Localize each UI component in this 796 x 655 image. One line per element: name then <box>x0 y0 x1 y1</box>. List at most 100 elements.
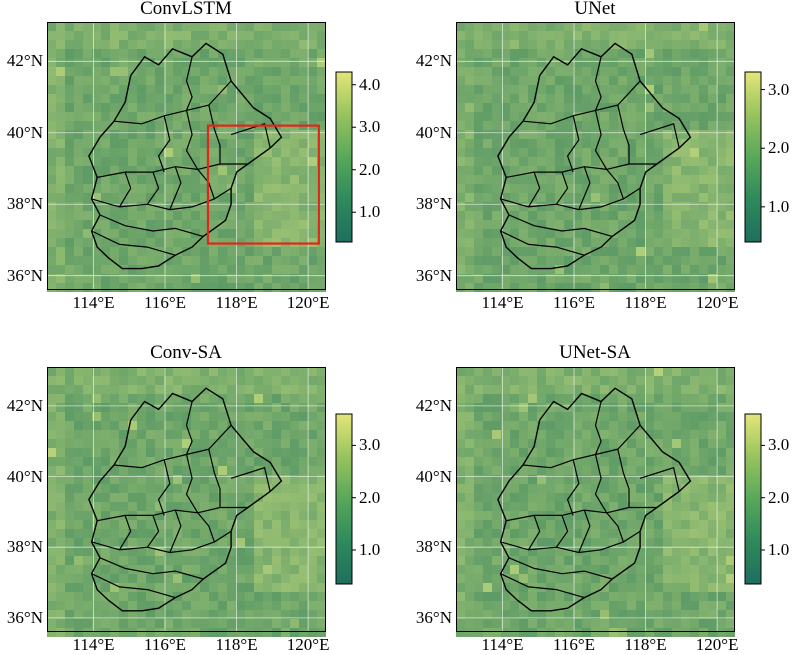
province-boundary <box>639 123 680 149</box>
map-frame <box>456 367 735 632</box>
colorbar-tick-label: 3.0 <box>768 79 790 99</box>
colorbar-tick-label: 3.0 <box>359 435 381 455</box>
province-boundary <box>91 230 176 256</box>
province-boundary <box>527 515 541 551</box>
province-boundary <box>594 401 602 455</box>
province-boundary <box>157 459 171 516</box>
lon-tick-label: 116°E <box>553 293 596 312</box>
lon-tick-label: 114°E <box>72 293 115 312</box>
colorbar-tick-label: 3.0 <box>768 435 790 455</box>
lon-tick-label: 120°E <box>286 293 330 312</box>
province-boundary <box>157 115 171 173</box>
lat-tick-label: 40°N <box>6 122 43 142</box>
province-boundary <box>169 509 182 553</box>
province-boundary <box>617 449 630 508</box>
map-frame <box>47 22 326 290</box>
province-boundary <box>99 214 204 237</box>
province-boundary <box>185 454 199 514</box>
heatmap-unet-sa <box>456 367 735 637</box>
heatmap-unet <box>456 22 735 292</box>
province-boundary <box>555 515 569 548</box>
lon-tick-label: 116°E <box>144 293 187 312</box>
province-boundary <box>522 424 641 469</box>
lon-tick-label: 120°E <box>695 635 739 654</box>
province-boundary <box>566 115 580 173</box>
panel-title: UNet-SA <box>559 342 631 363</box>
lat-tick-label: 40°N <box>415 466 452 486</box>
province-boundary <box>555 171 569 205</box>
lon-tick-label: 118°E <box>215 635 258 654</box>
province-boundary <box>113 80 232 125</box>
heatmap-convlstm <box>47 22 326 292</box>
colorbar-gradient <box>335 413 353 585</box>
lat-tick-label: 36°N <box>415 265 452 285</box>
colorbar-gradient <box>335 71 353 243</box>
province-boundary <box>146 171 160 205</box>
colorbar-tick-label: 3.0 <box>359 117 381 137</box>
colorbar-tick-label: 2.0 <box>768 138 790 158</box>
province-boundary <box>606 169 624 200</box>
province-boundary <box>566 459 580 516</box>
lon-tick-label: 114°E <box>72 635 115 654</box>
colorbar-tick-label: 1.0 <box>768 196 790 216</box>
province-boundary <box>230 466 271 492</box>
province-boundary <box>527 171 541 208</box>
province-boundary <box>594 56 602 111</box>
province-boundary <box>594 454 608 514</box>
lat-tick-label: 38°N <box>415 537 452 557</box>
colorbar-unet-sa <box>744 413 765 585</box>
map-frame <box>456 22 735 290</box>
province-boundary <box>118 515 132 551</box>
lat-tick-label: 36°N <box>6 265 43 285</box>
lon-tick-label: 118°E <box>215 293 258 312</box>
province-boundary <box>91 573 176 599</box>
province-boundary <box>208 104 221 164</box>
lon-tick-label: 118°E <box>624 293 667 312</box>
lat-tick-label: 42°N <box>415 51 452 71</box>
colorbar-gradient <box>744 413 762 585</box>
province-boundary <box>185 401 193 455</box>
lon-tick-label: 120°E <box>286 635 330 654</box>
province-boundary <box>185 56 193 111</box>
lat-tick-label: 42°N <box>415 395 452 415</box>
panel-title: Conv-SA <box>150 342 222 363</box>
province-boundary <box>500 573 585 599</box>
colorbar-gradient <box>744 71 762 243</box>
province-boundary <box>617 104 630 164</box>
panel-title: ConvLSTM <box>140 0 232 19</box>
province-boundary <box>508 214 613 237</box>
colorbar-tick-label: 2.0 <box>768 487 790 507</box>
province-boundary <box>146 515 160 548</box>
pixel-grid <box>456 22 735 292</box>
province-boundary <box>522 80 641 125</box>
lat-tick-label: 42°N <box>6 395 43 415</box>
province-boundary <box>197 512 215 543</box>
lat-tick-label: 36°N <box>415 607 452 627</box>
lat-tick-label: 40°N <box>415 122 452 142</box>
highlight-box <box>206 124 320 245</box>
lon-tick-label: 118°E <box>624 635 667 654</box>
province-boundary <box>500 230 585 256</box>
province-boundary <box>594 110 608 170</box>
lat-tick-label: 36°N <box>6 607 43 627</box>
pixel-grid <box>47 367 326 637</box>
map-frame <box>47 367 326 632</box>
province-boundary <box>639 466 680 492</box>
lon-tick-label: 114°E <box>481 293 524 312</box>
province-boundary <box>208 449 221 508</box>
colorbar-convlstm <box>335 71 356 243</box>
province-boundary <box>185 110 199 170</box>
lat-tick-label: 42°N <box>6 51 43 71</box>
colorbar-conv-sa <box>335 413 356 585</box>
province-boundary <box>99 557 204 580</box>
lon-tick-label: 120°E <box>695 293 739 312</box>
pixel-grid <box>456 367 735 637</box>
lon-tick-label: 116°E <box>144 635 187 654</box>
colorbar-tick-label: 1.0 <box>359 540 381 559</box>
lat-tick-label: 38°N <box>6 537 43 557</box>
province-boundary <box>169 166 182 210</box>
province-boundary <box>606 512 624 543</box>
lon-tick-label: 114°E <box>481 635 524 654</box>
colorbar-tick-label: 1.0 <box>768 540 790 559</box>
province-boundary <box>118 171 132 208</box>
